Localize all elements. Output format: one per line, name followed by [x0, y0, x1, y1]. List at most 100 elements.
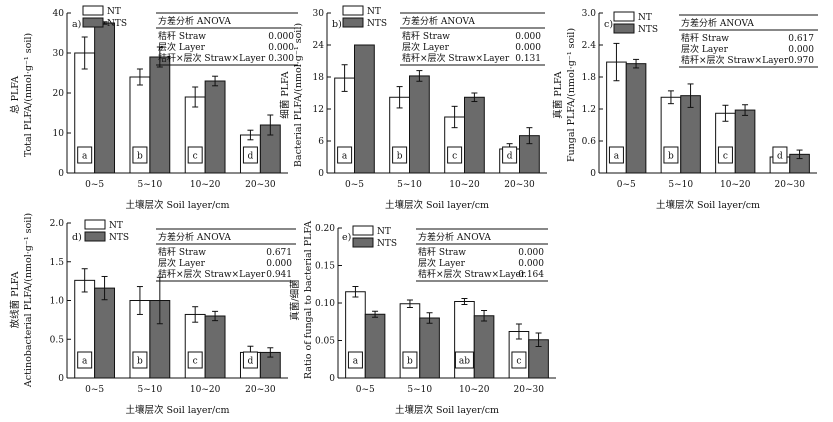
significance-letter: c [193, 152, 198, 162]
x-tick-label: 0~5 [617, 180, 636, 190]
anova-title: 方差分析 ANOVA [681, 17, 754, 29]
y-tick-label: 0.5 [50, 335, 65, 345]
x-tick-label: 0~5 [85, 385, 104, 395]
y-tick-label: 0.20 [315, 224, 335, 234]
significance-letter: c [516, 357, 521, 367]
chart-panel-2: 0 6 12 18 24 30 0~5 a 5~10 b 10~20 c 20~30 d 土壤层次 Soil… [279, 5, 547, 211]
y-tick-label: 2.4 [582, 41, 597, 51]
legend-swatch-nt [352, 225, 374, 236]
anova-row-label: 层次 Layer [418, 257, 466, 269]
anova-row-value: 0.000 [788, 45, 814, 55]
x-tick-label: 10~20 [459, 385, 490, 395]
x-tick-label: 10~20 [449, 180, 480, 190]
anova-row-value: 0.671 [266, 248, 292, 258]
anova-row-label: 秸秆 Straw [681, 32, 729, 44]
anova-row-label: 层次 Layer [158, 41, 206, 53]
anova-row-label: 秸秆 Straw [158, 30, 206, 42]
anova-row-value: 0.300 [268, 54, 294, 64]
y-tick-label: 20 [53, 89, 65, 99]
significance-letter: d [248, 357, 254, 367]
legend-swatch-nts [613, 23, 635, 34]
y-tick-label: 12 [313, 105, 324, 115]
y-tick-label: 3.0 [582, 9, 597, 19]
significance-box [392, 146, 408, 164]
legend-label-nt: NT [367, 7, 381, 17]
legend-label-nt: NT [638, 13, 652, 23]
significance-letter: d [777, 152, 783, 162]
significance-letter: b [137, 357, 143, 367]
significance-box [502, 146, 518, 164]
anova-row-value: 0.000 [515, 32, 541, 42]
anova-row-value: 0.131 [515, 54, 541, 64]
y-tick-label: 6 [318, 137, 324, 147]
legend-swatch-nts [342, 17, 364, 28]
significance-letter: b [397, 152, 403, 162]
legend-label-nts: NTS [109, 233, 129, 243]
legend-label-nts: NTS [377, 239, 397, 249]
significance-box [347, 351, 363, 369]
anova-row-value: 0.970 [788, 56, 814, 66]
significance-box [454, 351, 474, 369]
chart-panel-4: 0 0.5 1.0 1.5 2.0 0~5 a 5~10 b 10~20 c 20~30 d 土壤层次 S… [9, 213, 296, 416]
anova-row-value: 0.000 [268, 32, 294, 42]
x-tick-label: 5~10 [138, 180, 163, 190]
y-axis-label-cn: 总 PLFA [9, 76, 21, 114]
legend-label-nt: NT [107, 7, 121, 17]
bar-nts [734, 109, 756, 174]
significance-box [402, 351, 418, 369]
legend-label-nts: NTS [638, 25, 658, 35]
significance-box [242, 351, 258, 369]
anova-title: 方差分析 ANOVA [402, 15, 475, 27]
y-axis-label-en: Actinobacterial PLFA/(nmol·g⁻¹ soil) [23, 213, 34, 388]
significance-letter: b [668, 152, 674, 162]
y-tick-label: 0.15 [315, 262, 335, 272]
anova-row-value: 0.164 [518, 270, 544, 280]
panel-label: b) [332, 19, 342, 30]
x-tick-label: 5~10 [407, 385, 432, 395]
significance-letter: c [193, 357, 198, 367]
y-tick-label: 24 [313, 41, 325, 51]
significance-letter: d [248, 152, 254, 162]
significance-letter: b [407, 357, 413, 367]
x-axis-label: 土壤层次 Soil layer/cm [125, 404, 229, 416]
bar-nts [419, 317, 440, 379]
x-tick-label: 5~10 [138, 385, 163, 395]
significance-letter: a [82, 152, 88, 162]
x-axis-label: 土壤层次 Soil layer/cm [385, 199, 489, 211]
y-tick-label: 0 [329, 374, 335, 384]
anova-row-label: 秸秆×层次 Straw×Layer [158, 52, 266, 64]
anova-title: 方差分析 ANOVA [158, 15, 231, 27]
anova-row-label: 秸秆 Straw [418, 246, 466, 258]
anova-row-label: 秸秆 Straw [158, 246, 206, 258]
panel-label: d) [72, 232, 82, 243]
significance-box [511, 351, 527, 369]
bar-nts [354, 44, 375, 174]
anova-row-label: 层次 Layer [158, 257, 206, 269]
bar-nts [149, 56, 171, 174]
legend-swatch-nt [342, 5, 364, 16]
y-tick-label: 18 [313, 73, 325, 83]
legend-swatch-nt [613, 11, 635, 22]
significance-box [717, 146, 733, 164]
legend-label-nt: NT [109, 221, 123, 231]
bar-nts [94, 287, 116, 379]
legend-label-nt: NT [377, 227, 391, 237]
x-axis-label: 土壤层次 Soil layer/cm [656, 199, 760, 211]
chart-panel-5: 0 0.05 0.10 0.15 0.20 0~5 a 5~10 b 10~20 ab 20~30 c 土… [289, 221, 556, 416]
anova-row-value: 0.941 [266, 270, 292, 280]
significance-letter: ab [459, 357, 470, 367]
x-tick-label: 20~30 [504, 180, 535, 190]
anova-row-label: 秸秆×层次 Straw×Layer [402, 52, 510, 64]
anova-row-value: 0.617 [788, 34, 814, 44]
anova-row-label: 秸秆 Straw [402, 30, 450, 42]
x-tick-label: 20~30 [775, 180, 806, 190]
y-tick-label: 0 [318, 169, 324, 179]
x-tick-label: 5~10 [397, 180, 422, 190]
anova-title: 方差分析 ANOVA [158, 231, 231, 243]
x-axis-label: 土壤层次 Soil layer/cm [395, 404, 499, 416]
y-tick-label: 0 [58, 374, 64, 384]
legend-swatch-nts [352, 237, 374, 248]
panel-label: c) [604, 19, 613, 30]
anova-row-label: 秸秆×层次 Straw×Layer [418, 268, 526, 280]
y-axis-label-en: Ratio of fungal to bacterial PLFA [303, 221, 314, 379]
